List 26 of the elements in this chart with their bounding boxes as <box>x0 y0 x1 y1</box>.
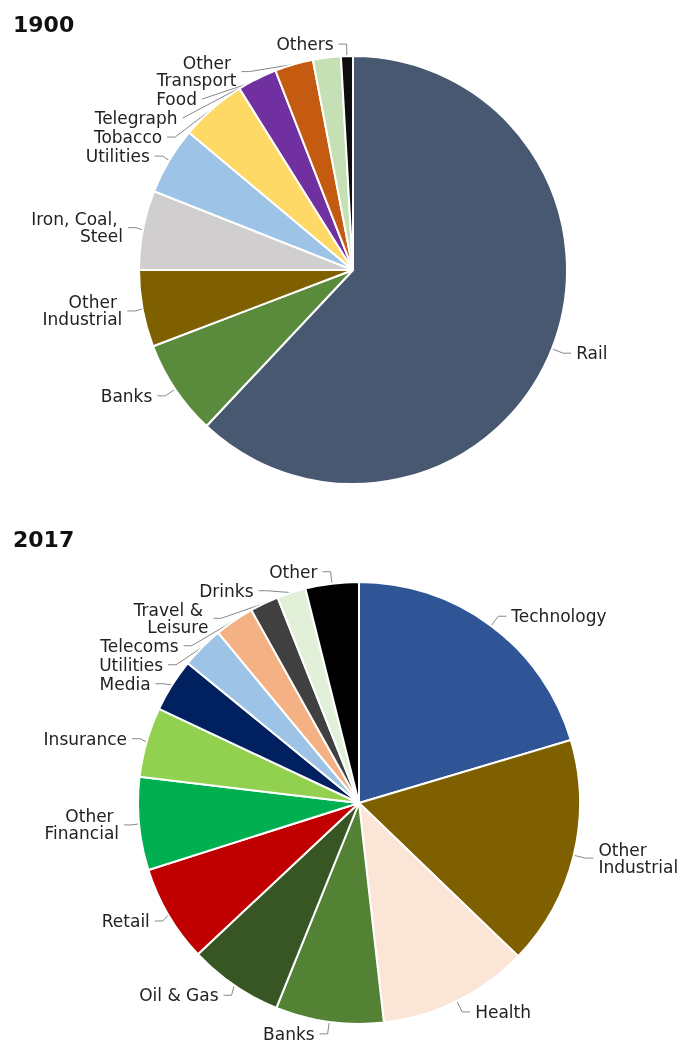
slice-label: Telecoms <box>99 635 179 656</box>
slice-label: Oil & Gas <box>139 985 219 1006</box>
slice-label: Utilities <box>99 654 164 675</box>
slice-label: Media <box>99 673 151 694</box>
slice-label: Banks <box>100 385 153 406</box>
chart-title: 1900 <box>13 11 75 37</box>
chart-title: 2017 <box>13 526 75 552</box>
slice-label: Other Industrial <box>598 839 679 877</box>
slice-label: Drinks <box>199 580 254 601</box>
slice-label: Other Industrial <box>42 292 123 330</box>
slice-label: Utilities <box>85 146 150 167</box>
slice-label: Travel & Leisure <box>132 599 209 637</box>
slice-label: Banks <box>263 1023 315 1044</box>
slice-label: Insurance <box>43 728 127 749</box>
slice-label: Rail <box>576 343 608 364</box>
slice-label: Other Financial <box>44 806 120 844</box>
slice-label: Health <box>475 1001 531 1022</box>
slice-label: Telegraph <box>93 108 178 129</box>
slice-label: Food <box>156 89 197 110</box>
slice-label: Iron, Coal, Steel <box>31 209 123 247</box>
slice-label: Technology <box>510 606 607 627</box>
slice-label: Other Transport <box>155 53 237 91</box>
slice-label: Tobacco <box>92 127 163 148</box>
slice-label: Other <box>269 561 318 582</box>
slice-label: Retail <box>101 910 150 931</box>
slice-label: Others <box>276 34 334 55</box>
